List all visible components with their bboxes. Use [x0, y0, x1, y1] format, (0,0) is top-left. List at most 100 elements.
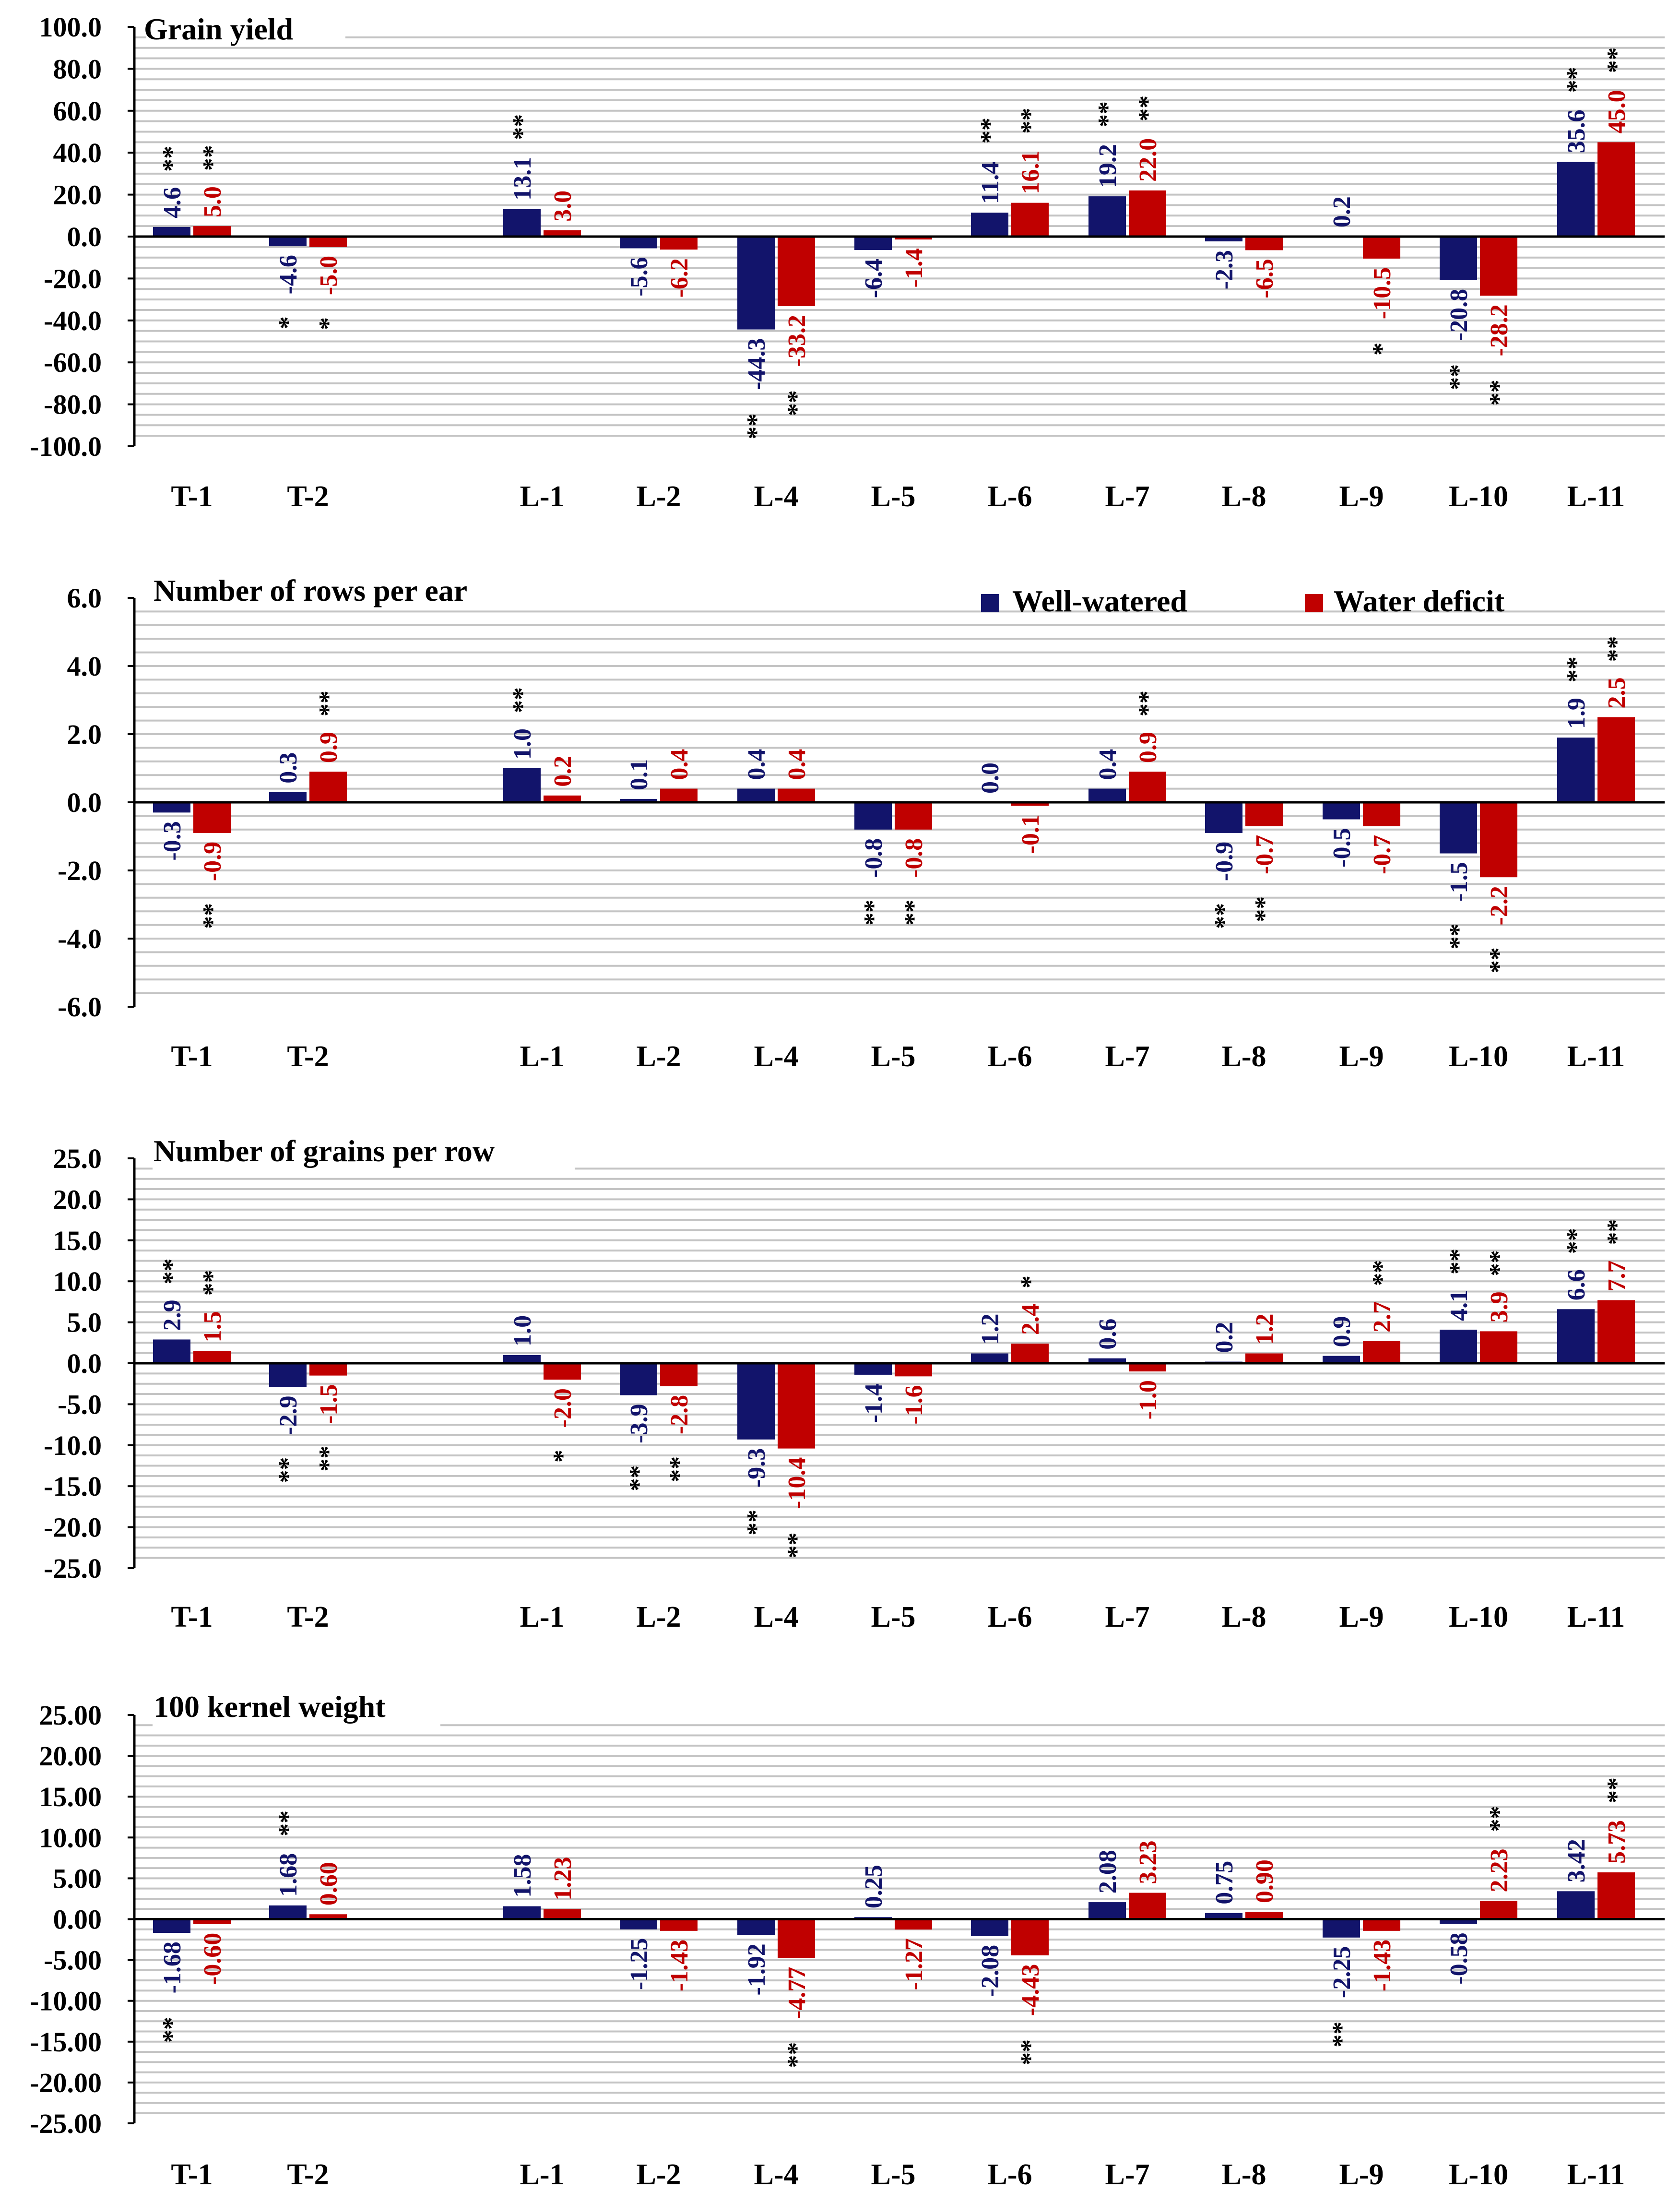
data-label-well-watered: 0.0 — [977, 762, 1004, 794]
data-label-water-deficit: 1.2 — [1251, 1314, 1278, 1345]
y-tick-label: 5.00 — [53, 1863, 102, 1894]
category-label: T-1 — [171, 1601, 213, 1633]
bar-water-deficit — [544, 230, 581, 237]
y-tick-label: -20.0 — [44, 1512, 102, 1543]
category-label: L-7 — [1105, 480, 1150, 513]
significance-water-deficit: ** — [782, 2042, 811, 2068]
bar-well-watered — [269, 237, 307, 247]
y-tick-label: 25.0 — [53, 1143, 102, 1174]
bar-well-watered — [1088, 788, 1126, 802]
significance-well-watered: ** — [157, 146, 186, 172]
data-label-water-deficit: -4.43 — [1017, 1964, 1044, 2016]
data-label-water-deficit: -6.2 — [666, 258, 693, 298]
significance-well-watered: ** — [273, 1457, 302, 1483]
data-label-water-deficit: -28.2 — [1486, 304, 1513, 356]
y-tick-label: -80.0 — [44, 389, 102, 420]
panel-kernel-weight: -1.68 ** 1.68 ** 1.58 -1.25 -1.92 0.25 -2.08 2.08… — [30, 1690, 1665, 2191]
data-label-well-watered: 0.75 — [1211, 1861, 1238, 1905]
significance-water-deficit: ** — [1016, 108, 1044, 134]
significance-well-watered: ** — [859, 900, 887, 926]
legend: Well-watered Water deficit — [981, 584, 1505, 618]
category-label: L-10 — [1449, 1040, 1508, 1073]
y-tick-label: -25.0 — [44, 1553, 102, 1584]
category-label: T-1 — [171, 2158, 213, 2191]
y-tick-label: -5.0 — [58, 1389, 102, 1420]
y-tick-label: 0.00 — [53, 1904, 102, 1935]
bar-well-watered — [971, 213, 1008, 237]
data-label-water-deficit: -2.8 — [666, 1395, 693, 1434]
bar-well-watered — [153, 1339, 190, 1363]
y-tick-label: 20.0 — [53, 179, 102, 211]
bar-water-deficit — [1129, 190, 1166, 237]
data-label-water-deficit: 3.0 — [549, 191, 577, 222]
significance-well-watered: * — [273, 316, 302, 329]
bar-well-watered — [269, 1905, 307, 1919]
data-label-well-watered: 6.6 — [1563, 1269, 1590, 1300]
category-label: L-6 — [988, 2158, 1032, 2191]
panel-grains-per-row: 2.9**-2.9**1.0-3.9** -9.3**-1.41.2 0.6 0.2 0… — [44, 1134, 1665, 1633]
data-label-water-deficit: -1.6 — [900, 1385, 928, 1424]
bar-water-deficit — [193, 1919, 231, 1924]
data-label-water-deficit: -1.4 — [900, 248, 928, 287]
data-label-well-watered: -6.4 — [860, 259, 887, 298]
category-label: L-1 — [520, 1040, 565, 1073]
y-tick-label: -5.00 — [44, 1945, 102, 1976]
data-label-water-deficit: -0.1 — [1017, 814, 1044, 854]
bar-well-watered — [854, 1363, 892, 1375]
data-label-well-watered: 35.6 — [1563, 109, 1590, 153]
data-label-water-deficit: 0.9 — [315, 732, 343, 763]
category-label: L-10 — [1449, 480, 1508, 513]
data-label-water-deficit: 2.7 — [1369, 1301, 1396, 1333]
bar-well-watered — [1440, 802, 1477, 854]
bar-well-watered — [153, 802, 190, 813]
title-background — [153, 574, 541, 609]
panel-rows-per-ear: -0.3 0.3 1.0 ** 0.1 0.4 -0.8 ** 0.0 0.4 -0.9 ** -0.5… — [58, 573, 1665, 1073]
data-label-water-deficit: -1.0 — [1135, 1380, 1162, 1419]
bar-well-watered — [1205, 1913, 1242, 1919]
data-label-well-watered: -2.25 — [1328, 1946, 1356, 1998]
category-label: L-9 — [1339, 480, 1384, 513]
data-label-water-deficit: -4.77 — [783, 1967, 811, 2019]
significance-water-deficit: ** — [1484, 1806, 1513, 1832]
bar-well-watered — [854, 237, 892, 250]
data-label-well-watered: 2.9 — [159, 1299, 186, 1331]
bar-water-deficit — [309, 772, 347, 802]
bar-water-deficit — [778, 1363, 815, 1449]
legend-swatch-well-watered — [981, 594, 999, 612]
bar-well-watered — [1557, 738, 1595, 802]
bar-water-deficit — [1011, 1344, 1049, 1363]
bar-well-watered — [1323, 802, 1360, 820]
data-label-water-deficit: -0.8 — [900, 838, 928, 878]
significance-well-watered: ** — [1209, 903, 1238, 929]
y-tick-label: -20.00 — [30, 2067, 102, 2098]
significance-water-deficit: ** — [1367, 1260, 1396, 1286]
bar-water-deficit — [660, 788, 698, 802]
title-background — [153, 1134, 575, 1170]
y-tick-label: 6.0 — [67, 583, 102, 614]
bar-water-deficit — [1011, 202, 1049, 237]
data-label-well-watered: 0.25 — [860, 1865, 887, 1908]
data-label-water-deficit: 5.0 — [199, 186, 226, 217]
bar-well-watered — [1557, 162, 1595, 237]
y-tick-label: -25.00 — [30, 2108, 102, 2139]
bar-well-watered — [269, 792, 307, 802]
data-label-well-watered: 1.0 — [509, 728, 536, 760]
category-label: L-8 — [1222, 1601, 1266, 1633]
significance-water-deficit: ** — [782, 1533, 811, 1559]
bar-water-deficit — [1480, 1331, 1517, 1363]
bar-well-watered — [1440, 237, 1477, 280]
data-label-water-deficit: -5.0 — [315, 256, 343, 295]
data-label-water-deficit: 0.4 — [666, 749, 693, 780]
panel-title: Grain yield — [144, 12, 293, 46]
significance-water-deficit: ** — [782, 390, 811, 416]
bar-water-deficit — [544, 1909, 581, 1919]
category-label: L-5 — [871, 1040, 916, 1073]
data-label-water-deficit: 3.9 — [1486, 1291, 1513, 1322]
bar-well-watered — [153, 1919, 190, 1933]
significance-water-deficit: ** — [1484, 380, 1513, 405]
bar-well-watered — [1088, 1902, 1126, 1919]
bar-water-deficit — [544, 1363, 581, 1380]
bar-water-deficit — [309, 1363, 347, 1376]
category-label: T-1 — [171, 1040, 213, 1073]
data-label-water-deficit: 45.0 — [1603, 90, 1631, 133]
